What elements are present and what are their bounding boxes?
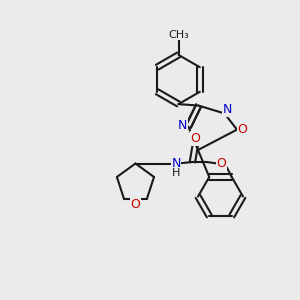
Text: CH₃: CH₃ bbox=[168, 30, 189, 40]
Text: O: O bbox=[238, 123, 247, 136]
Text: N: N bbox=[171, 157, 181, 170]
Text: O: O bbox=[190, 132, 200, 145]
Text: H: H bbox=[172, 167, 180, 178]
Text: O: O bbox=[216, 157, 226, 170]
Text: N: N bbox=[178, 118, 187, 132]
Text: O: O bbox=[130, 198, 140, 211]
Text: N: N bbox=[223, 103, 232, 116]
